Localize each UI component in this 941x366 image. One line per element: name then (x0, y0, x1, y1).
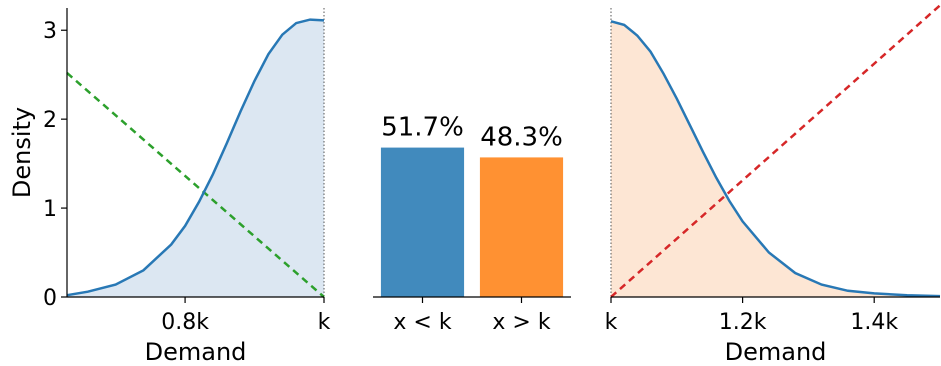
x-tick-label: 1.4k (850, 310, 898, 335)
right-density-fill (611, 21, 940, 298)
right-density-curve (610, 20, 941, 298)
x-tick-label: x < k (393, 310, 451, 335)
left-density-fill (67, 19, 324, 297)
middle-x-ticks: x < k x > k (393, 297, 551, 335)
left-x-ticks: 0.8k k (161, 297, 331, 335)
bar (479, 157, 564, 297)
y-tick-label: 1 (43, 197, 57, 222)
left-y-ticks: 0 1 2 3 (43, 19, 67, 311)
y-tick-label: 3 (43, 19, 57, 44)
bar-value-label: 51.7% (381, 113, 464, 143)
left-density-panel: 0 1 2 3 0.8k k Density Demand (8, 8, 331, 366)
x-tick-label: k (605, 310, 618, 335)
bar-group: 51.7% 48.3% (380, 113, 564, 297)
right-density-panel: k 1.2k 1.4k Demand (605, 4, 941, 366)
bar-value-label: 48.3% (480, 122, 563, 152)
left-reference-line (66, 71, 325, 298)
middle-bar-panel: 51.7% 48.3% x < k x > k (373, 113, 571, 335)
y-tick-label: 0 (43, 286, 57, 311)
x-tick-label: 1.2k (719, 310, 767, 335)
left-y-axis-label: Density (8, 107, 36, 198)
left-x-axis-label: Demand (145, 338, 247, 366)
x-tick-label: k (318, 310, 331, 335)
right-x-ticks: k 1.2k 1.4k (605, 297, 898, 335)
x-tick-label: 0.8k (161, 310, 209, 335)
left-density-curve (66, 18, 325, 297)
right-x-axis-label: Demand (725, 338, 827, 366)
right-reference-line (610, 4, 941, 298)
bar (380, 147, 465, 297)
y-tick-label: 2 (43, 108, 57, 133)
x-tick-label: x > k (492, 310, 550, 335)
